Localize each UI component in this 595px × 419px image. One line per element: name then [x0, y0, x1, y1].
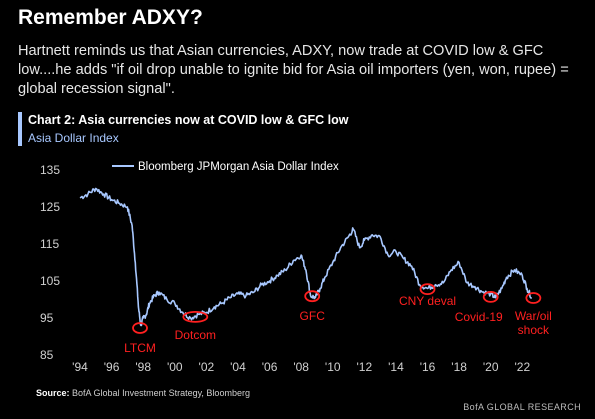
- x-tick-label: '98: [135, 360, 151, 374]
- annotation-circle: [304, 290, 321, 303]
- y-tick-label: 95: [40, 311, 54, 325]
- x-tick-label: '12: [357, 360, 373, 374]
- y-tick-label: 105: [40, 274, 60, 288]
- chart-panel: Chart 2: Asia currencies now at COVID lo…: [18, 108, 593, 415]
- y-tick-label: 85: [40, 348, 54, 362]
- annotation-label: Covid-19: [455, 310, 503, 324]
- annotation-label: War/oil: [515, 309, 552, 323]
- annotation-label: CNY deval: [399, 294, 456, 308]
- x-tick-label: '16: [420, 360, 436, 374]
- chart-title: Chart 2: Asia currencies now at COVID lo…: [28, 113, 349, 127]
- x-tick-label: '22: [514, 360, 530, 374]
- x-tick-label: '96: [104, 360, 120, 374]
- x-tick-label: '06: [262, 360, 278, 374]
- annotation-label: shock: [518, 323, 550, 337]
- annotation-circle: [182, 310, 209, 323]
- chart-subtitle: Asia Dollar Index: [28, 131, 119, 145]
- source-text: BofA Global Investment Strategy, Bloombe…: [72, 388, 250, 398]
- annotation-circle: [132, 322, 148, 334]
- watermark: BofA GLOBAL RESEARCH: [463, 402, 581, 412]
- annotation-circle: [419, 283, 436, 296]
- x-tick-label: '94: [72, 360, 88, 374]
- annotation-circle: [525, 292, 542, 304]
- annotation-label: GFC: [300, 309, 326, 323]
- x-tick-label: '10: [325, 360, 341, 374]
- x-tick-label: '14: [388, 360, 404, 374]
- chart-source: Source: BofA Global Investment Strategy,…: [36, 388, 250, 398]
- x-tick-label: '08: [293, 360, 309, 374]
- x-tick-label: '00: [167, 360, 183, 374]
- y-tick-label: 125: [40, 200, 60, 214]
- chart-plot: 85 95 105 115 125 135 '94 '96 '98 '00 '02 '04 '06 '08…: [40, 161, 552, 374]
- x-tick-label: '18: [451, 360, 467, 374]
- y-tick-label: 115: [40, 237, 59, 251]
- legend-label: Bloomberg JPMorgan Asia Dollar Index: [138, 161, 339, 173]
- x-tick-label: '02: [199, 360, 215, 374]
- annotation-circle: [482, 291, 499, 303]
- annotation-label: Dotcom: [175, 328, 216, 342]
- series-line: [79, 187, 533, 327]
- chart-accent-bar: [18, 112, 22, 146]
- source-label: Source:: [36, 388, 70, 398]
- page-title: Remember ADXY?: [18, 6, 203, 29]
- description-text: Hartnett reminds us that Asian currencie…: [18, 43, 569, 97]
- x-tick-label: '04: [230, 360, 246, 374]
- y-tick-label: 135: [40, 163, 60, 177]
- annotation-label: LTCM: [124, 341, 156, 355]
- x-tick-label: '20: [483, 360, 499, 374]
